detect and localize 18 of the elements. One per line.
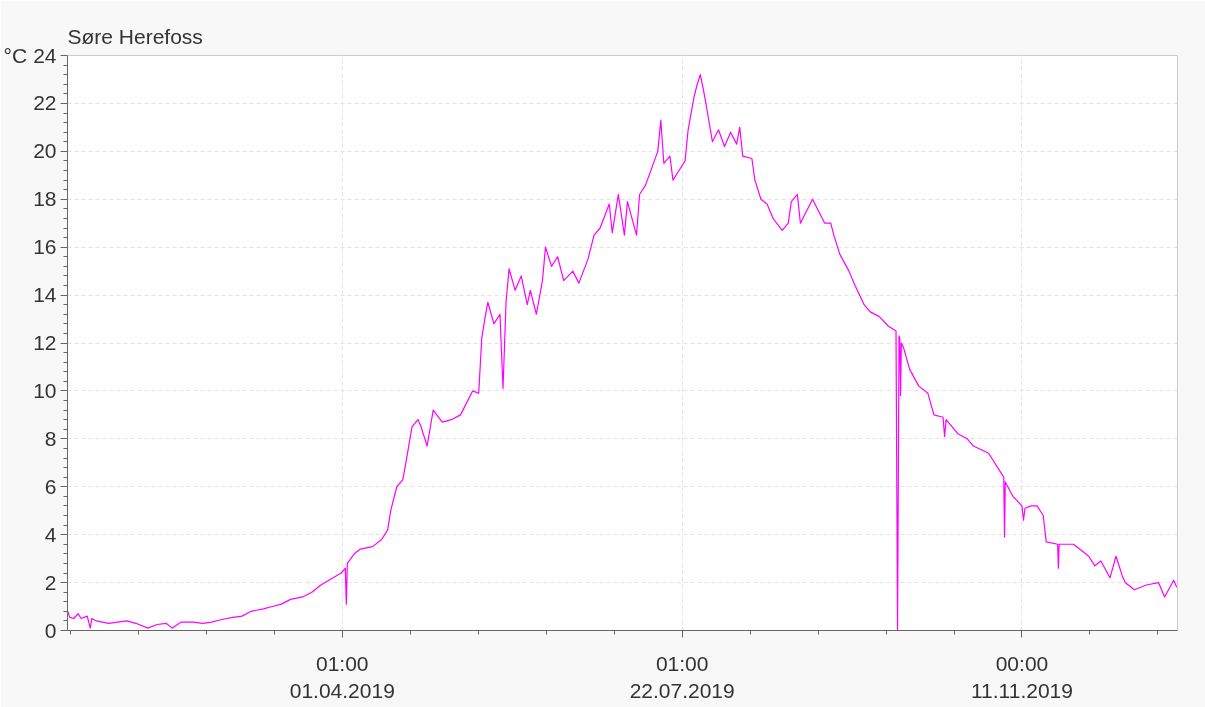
y-tick-label: 2 [44,570,57,594]
y-tick-label: 6 [44,474,57,498]
y-tick-label: 20 [33,139,57,163]
y-tick-label: 12 [33,331,57,354]
y-axis-title: °C [3,44,28,67]
y-tick-label: 18 [33,187,57,211]
y-tick-label: 10 [33,378,57,402]
y-tick-label: 16 [33,235,57,259]
y-tick-label: 14 [33,283,57,307]
y-tick-label: 22 [33,91,57,115]
y-tick-label: 4 [44,522,57,546]
chart-title: Søre Herefoss [67,24,203,48]
y-tick-label: 24 [33,43,57,67]
y-tick-label: 8 [44,426,57,450]
x-tick-label: 01:00 22.07.2019 [629,651,735,703]
y-tick-label: 0 [44,618,57,642]
x-tick-label: 00:00 11.11.2019 [970,651,1073,703]
x-tick-label: 01:00 01.04.2019 [289,651,395,703]
